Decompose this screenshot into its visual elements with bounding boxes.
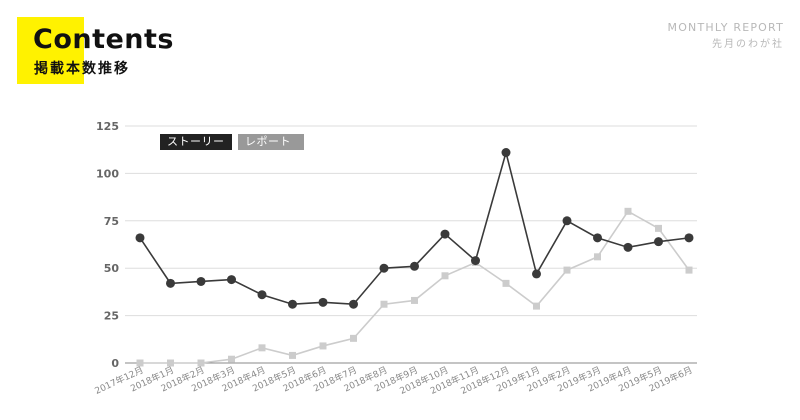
data-point: [684, 233, 694, 243]
data-point: [593, 233, 602, 243]
series-line-story: [139, 149, 690, 306]
accent-block: [17, 17, 84, 84]
data-point: [167, 359, 174, 367]
data-point: [349, 299, 358, 309]
report-label: MONTHLY REPORT: [667, 21, 784, 34]
data-point: [411, 296, 418, 304]
data-point: [135, 233, 145, 243]
data-point: [440, 229, 450, 239]
data-point: [502, 279, 510, 287]
data-point: [289, 351, 296, 359]
data-point: [166, 278, 175, 288]
data-point: [227, 275, 236, 285]
data-point: [563, 266, 571, 274]
data-point: [594, 253, 601, 261]
y-tick-label: 75: [104, 215, 119, 228]
y-tick-label: 100: [96, 167, 119, 180]
data-point: [533, 302, 540, 310]
data-point: [379, 263, 389, 273]
data-point: [136, 359, 144, 367]
data-point: [654, 237, 663, 247]
data-point: [655, 224, 662, 232]
y-tick-label: 125: [96, 120, 119, 133]
data-point: [410, 261, 419, 271]
page-subtitle: 掲載本数推移: [34, 61, 130, 77]
data-point: [288, 299, 297, 309]
data-point: [380, 300, 388, 308]
data-point: [441, 272, 449, 280]
data-point: [623, 242, 633, 252]
series-line-report: [140, 210, 690, 364]
page-title: Contents: [33, 24, 175, 55]
data-point: [624, 207, 632, 215]
data-point: [319, 342, 327, 350]
y-tick-label: 25: [104, 310, 119, 323]
data-point: [562, 216, 572, 226]
data-point: [258, 344, 266, 352]
report-sublabel: 先月のわが社: [712, 39, 784, 50]
legend-item-report: レポート: [238, 134, 304, 150]
data-point: [471, 256, 480, 266]
data-point: [501, 148, 511, 158]
data-point: [228, 355, 235, 363]
legend-item-story: ストーリー: [160, 134, 232, 150]
data-point: [318, 297, 328, 307]
data-point: [257, 290, 267, 300]
y-tick-label: 0: [111, 357, 119, 370]
data-point: [196, 276, 206, 286]
data-point: [685, 266, 693, 274]
data-point: [532, 269, 541, 279]
data-point: [197, 359, 205, 367]
data-point: [350, 334, 357, 342]
y-tick-label: 50: [104, 262, 120, 275]
